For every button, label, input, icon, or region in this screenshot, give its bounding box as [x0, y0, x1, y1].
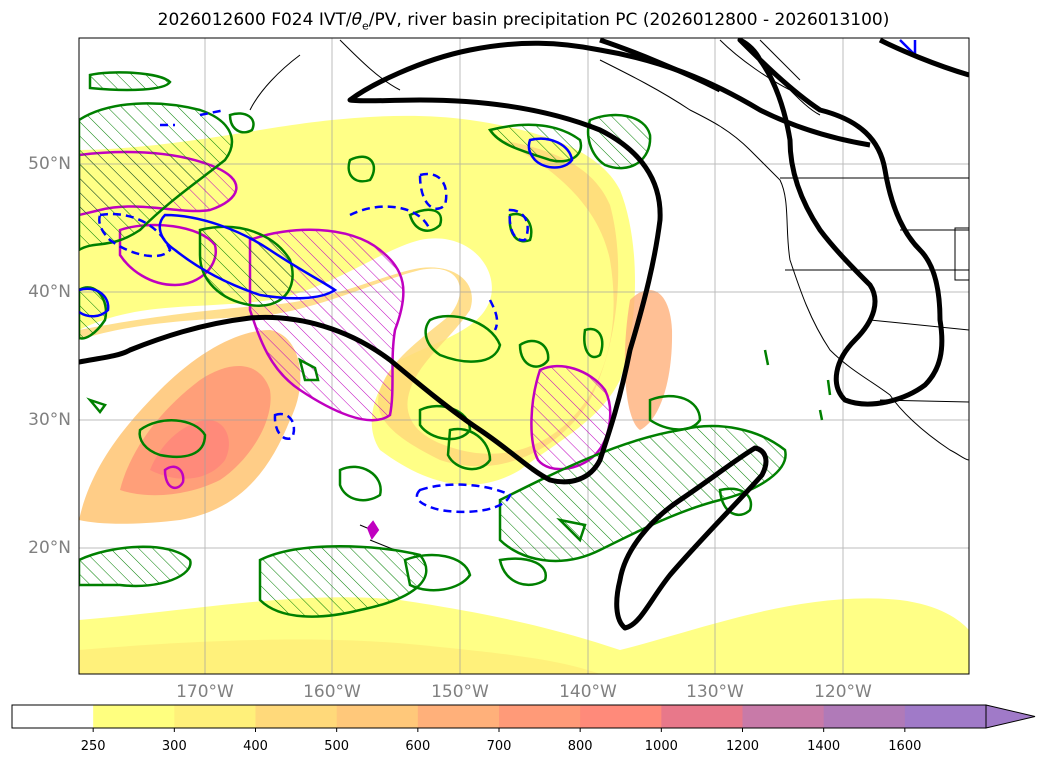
- colorbar-swatch: [499, 705, 581, 728]
- colorbar-swatch: [174, 705, 256, 728]
- theta-e-blue-contours: [79, 39, 917, 514]
- colorbar-swatch: [904, 705, 987, 728]
- colorbar-label: 800: [567, 739, 593, 754]
- colorbar-swatch: [661, 705, 743, 728]
- lon-label-150w: 150°W: [431, 682, 489, 702]
- ivt-shading: [79, 115, 969, 674]
- colorbar-label: 250: [80, 739, 106, 754]
- colorbar-label: 500: [324, 739, 350, 754]
- lat-label-50n: 50°N: [28, 154, 71, 174]
- colorbar-swatch: [12, 705, 94, 728]
- lon-label-130w: 130°W: [686, 682, 744, 702]
- colorbar-swatch: [93, 705, 175, 728]
- lat-label-20n: 20°N: [28, 538, 71, 558]
- map-title: 2026012600 F024 IVT/θe/PV, river basin p…: [157, 10, 890, 33]
- bold-black-contours: [79, 38, 969, 631]
- lat-label-40n: 40°N: [28, 282, 71, 302]
- pv-green-contours: [79, 71, 832, 618]
- colorbar-label: 1400: [807, 739, 841, 754]
- lon-label-140w: 140°W: [559, 682, 617, 702]
- colorbar-swatch: [742, 705, 825, 728]
- lon-label-120w: 120°W: [814, 682, 872, 702]
- lon-label-160w: 160°W: [303, 682, 361, 702]
- colorbar-label: 1000: [644, 739, 678, 754]
- colorbar-swatch: [336, 705, 419, 728]
- coastlines: [249, 39, 969, 551]
- colorbar-label: 400: [243, 739, 268, 754]
- colorbar-label: 1200: [725, 739, 760, 754]
- colorbar-swatch: [823, 705, 906, 728]
- colorbar-label: 300: [161, 739, 187, 754]
- colorbar: [11, 704, 1036, 732]
- colorbar-label: 700: [486, 739, 512, 754]
- colorbar-label: 600: [405, 739, 431, 754]
- colorbar-swatch: [580, 705, 662, 728]
- lat-label-30n: 30°N: [28, 410, 71, 430]
- colorbar-extend-arrow: [985, 704, 1036, 729]
- lon-label-170w: 170°W: [176, 682, 234, 702]
- colorbar-swatch: [255, 705, 338, 728]
- colorbar-swatch: [417, 705, 500, 728]
- colorbar-label: 1600: [888, 739, 922, 754]
